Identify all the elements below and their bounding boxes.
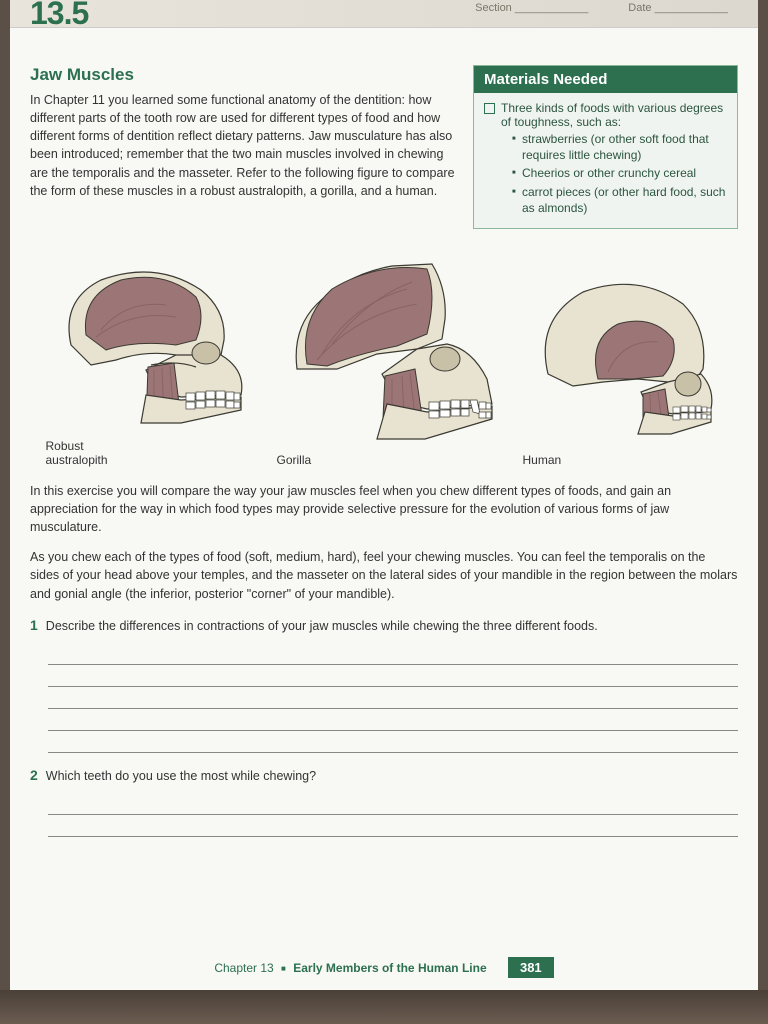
skull-label-australopith: Robust australopith bbox=[46, 439, 256, 467]
question-1: 1 Describe the differences in contractio… bbox=[30, 617, 738, 753]
header-strip: 13.5 Section ____________ Date _________… bbox=[10, 0, 758, 28]
answer-lines-2 bbox=[48, 793, 738, 837]
materials-sub-item: strawberries (or other soft food that re… bbox=[512, 131, 727, 163]
question-2: 2 Which teeth do you use the most while … bbox=[30, 767, 738, 837]
question-text: Which teeth do you use the most while ch… bbox=[46, 769, 316, 783]
intro-column: Jaw Muscles In Chapter 11 you learned so… bbox=[30, 65, 458, 200]
skull-australopith: Robust australopith bbox=[46, 255, 256, 467]
skull-australopith-svg bbox=[46, 255, 256, 435]
materials-top-item: Three kinds of foods with various degree… bbox=[484, 101, 727, 129]
question-number: 1 bbox=[30, 617, 38, 633]
materials-sublist: strawberries (or other soft food that re… bbox=[512, 131, 727, 216]
answer-line bbox=[48, 687, 738, 709]
section-title: Jaw Muscles bbox=[30, 65, 458, 85]
page-number: 381 bbox=[508, 957, 554, 978]
intro-paragraph: In Chapter 11 you learned some functiona… bbox=[30, 91, 458, 200]
skull-human: Human bbox=[523, 274, 723, 467]
content-area: Jaw Muscles In Chapter 11 you learned so… bbox=[30, 65, 738, 837]
footer-title: Early Members of the Human Line bbox=[293, 961, 486, 975]
answer-line bbox=[48, 665, 738, 687]
figure-row: Robust australopith bbox=[30, 254, 738, 467]
materials-box: Materials Needed Three kinds of foods wi… bbox=[473, 65, 738, 229]
answer-line bbox=[48, 709, 738, 731]
materials-header: Materials Needed bbox=[474, 66, 737, 93]
answer-lines-1 bbox=[48, 643, 738, 753]
skull-gorilla-svg bbox=[277, 254, 502, 449]
chapter-number-fragment: 13.5 bbox=[30, 0, 88, 32]
answer-line bbox=[48, 731, 738, 753]
paragraph-2: As you chew each of the types of food (s… bbox=[30, 548, 738, 602]
checkbox-icon bbox=[484, 103, 495, 114]
footer-chapter: Chapter 13 bbox=[214, 961, 273, 975]
answer-line bbox=[48, 793, 738, 815]
worksheet-page: 13.5 Section ____________ Date _________… bbox=[10, 0, 758, 990]
skull-label-human: Human bbox=[523, 453, 723, 467]
date-field: Date ____________ bbox=[628, 2, 728, 14]
answer-line bbox=[48, 815, 738, 837]
top-row: Jaw Muscles In Chapter 11 you learned so… bbox=[30, 65, 738, 229]
footer-separator-icon: ■ bbox=[281, 964, 286, 973]
paragraph-1: In this exercise you will compare the wa… bbox=[30, 482, 738, 536]
section-field: Section ____________ bbox=[475, 2, 588, 14]
materials-body: Three kinds of foods with various degree… bbox=[474, 93, 737, 228]
skull-gorilla: Gorilla bbox=[277, 254, 502, 467]
page-footer: Chapter 13 ■ Early Members of the Human … bbox=[10, 957, 758, 978]
skull-human-svg bbox=[523, 274, 723, 449]
skull-label-gorilla: Gorilla bbox=[277, 453, 502, 467]
answer-line bbox=[48, 643, 738, 665]
materials-top-text: Three kinds of foods with various degree… bbox=[501, 101, 727, 129]
materials-sub-item: carrot pieces (or other hard food, such … bbox=[512, 184, 727, 216]
question-number: 2 bbox=[30, 767, 38, 783]
background-surface bbox=[0, 990, 768, 1024]
question-text: Describe the differences in contractions… bbox=[46, 619, 598, 633]
materials-sub-item: Cheerios or other crunchy cereal bbox=[512, 165, 727, 181]
